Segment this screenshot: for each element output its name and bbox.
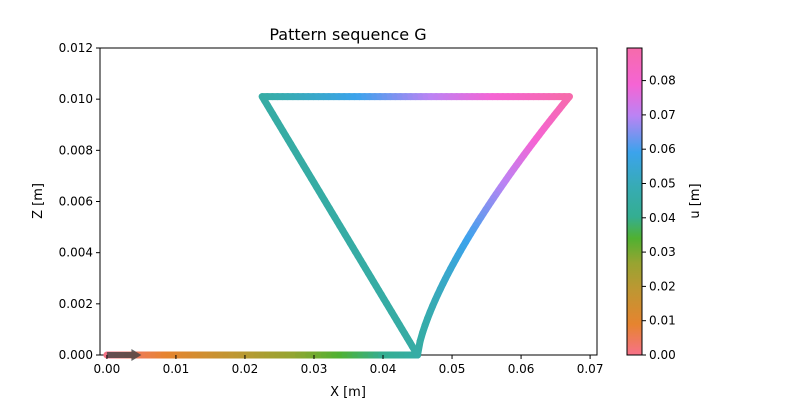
path-segment (414, 93, 573, 359)
x-axis-label: X [m] (330, 385, 366, 400)
y-tick-label: 0.008 (59, 143, 93, 157)
y-tick-label: 0.010 (59, 92, 93, 106)
x-tick-label: 0.04 (370, 362, 397, 376)
y-tick-label: 0.006 (59, 195, 93, 209)
colorbar-tick-label: 0.01 (649, 314, 676, 328)
colorbar-tick-label: 0.08 (649, 74, 676, 88)
y-tick-label: 0.000 (59, 348, 93, 362)
x-tick-label: 0.05 (439, 362, 466, 376)
x-axis-ticks: 0.00 0.01 0.02 0.03 0.04 0.05 0.06 0.07 (94, 355, 604, 376)
start-arrow-group (106, 349, 142, 361)
colorbar-ticks: 0.00 0.01 0.02 0.03 0.04 0.05 0.06 0.07 0.08 (642, 74, 676, 362)
x-tick-label: 0.03 (301, 362, 328, 376)
colorbar-tick-label: 0.04 (649, 211, 676, 225)
colorbar: 0.00 0.01 0.02 0.03 0.04 0.05 0.06 0.07 0.08 u [… (626, 47, 703, 362)
y-tick-label: 0.012 (59, 41, 93, 55)
colorbar-label: u [m] (688, 183, 703, 218)
start-arrow (106, 349, 142, 361)
colorbar-tick-label: 0.05 (649, 176, 676, 190)
path-segment (258, 93, 422, 359)
pattern-path (103, 93, 573, 359)
y-axis-label: Z [m] (31, 183, 46, 219)
y-axis-ticks: 0.000 0.002 0.004 0.006 0.008 0.010 0.012 (59, 41, 100, 362)
y-tick-label: 0.002 (59, 297, 93, 311)
x-tick-label: 0.00 (94, 362, 121, 376)
path-point (414, 337, 424, 359)
y-tick-label: 0.004 (59, 246, 93, 260)
plot-area (99, 47, 598, 361)
colorbar-tick-label: 0.02 (649, 279, 676, 293)
colorbar-tick-label: 0.03 (649, 245, 676, 259)
colorbar-tick-label: 0.07 (649, 108, 676, 122)
chart-title: Pattern sequence G (269, 25, 426, 44)
colorbar-gradient (626, 47, 643, 356)
colorbar-tick-label: 0.06 (649, 142, 676, 156)
x-tick-label: 0.02 (232, 362, 259, 376)
x-tick-label: 0.06 (508, 362, 535, 376)
colorbar-tick-label: 0.00 (649, 348, 676, 362)
x-tick-label: 0.01 (163, 362, 190, 376)
x-tick-label: 0.07 (577, 362, 604, 376)
